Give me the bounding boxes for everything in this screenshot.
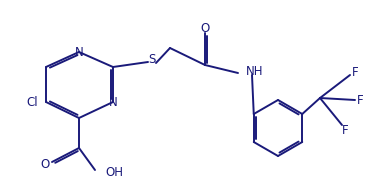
Text: O: O [200, 22, 210, 34]
Text: Cl: Cl [26, 95, 38, 109]
Text: F: F [352, 65, 358, 79]
Text: N: N [109, 95, 117, 109]
Text: F: F [342, 123, 348, 136]
Text: OH: OH [105, 166, 123, 180]
Text: O: O [40, 159, 50, 172]
Text: NH: NH [246, 64, 264, 77]
Text: S: S [148, 53, 156, 65]
Text: F: F [357, 93, 363, 106]
Text: N: N [75, 45, 83, 58]
